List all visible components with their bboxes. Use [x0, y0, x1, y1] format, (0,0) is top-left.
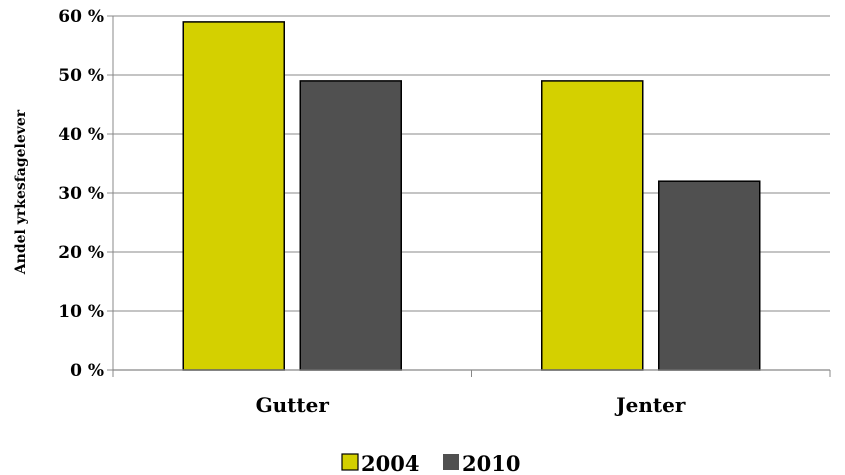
- y-axis-label: Andel yrkesfagelever: [13, 109, 29, 275]
- bar-2004-jenter: [541, 80, 644, 371]
- y-tick-label: 20 %: [58, 243, 104, 263]
- legend: 2004 2010: [341, 451, 520, 475]
- legend-label-2010: 2010: [462, 451, 520, 475]
- category-label-gutter: Gutter: [256, 393, 330, 417]
- y-tick-label: 50 %: [58, 66, 104, 86]
- y-tick-labels: 0 % 10 % 20 % 30 % 40 % 50 % 60 %: [58, 7, 104, 381]
- bar-2010-jenter: [658, 180, 761, 371]
- y-tick-label: 30 %: [58, 184, 104, 204]
- y-tick-label: 0 %: [70, 361, 104, 381]
- y-tick-label: 10 %: [58, 302, 104, 322]
- legend-swatch-2004: [341, 453, 359, 471]
- bars: [182, 21, 761, 371]
- category-labels: Gutter Jenter: [256, 393, 686, 417]
- legend-swatch-2010: [443, 454, 459, 470]
- y-tick-label: 60 %: [58, 7, 104, 27]
- y-tick-label: 40 %: [58, 125, 104, 145]
- bar-2010-gutter: [299, 80, 402, 371]
- legend-label-2004: 2004: [361, 451, 419, 475]
- bar-2004-gutter: [182, 21, 285, 371]
- x-axis: [112, 369, 831, 377]
- category-label-jenter: Jenter: [614, 393, 686, 417]
